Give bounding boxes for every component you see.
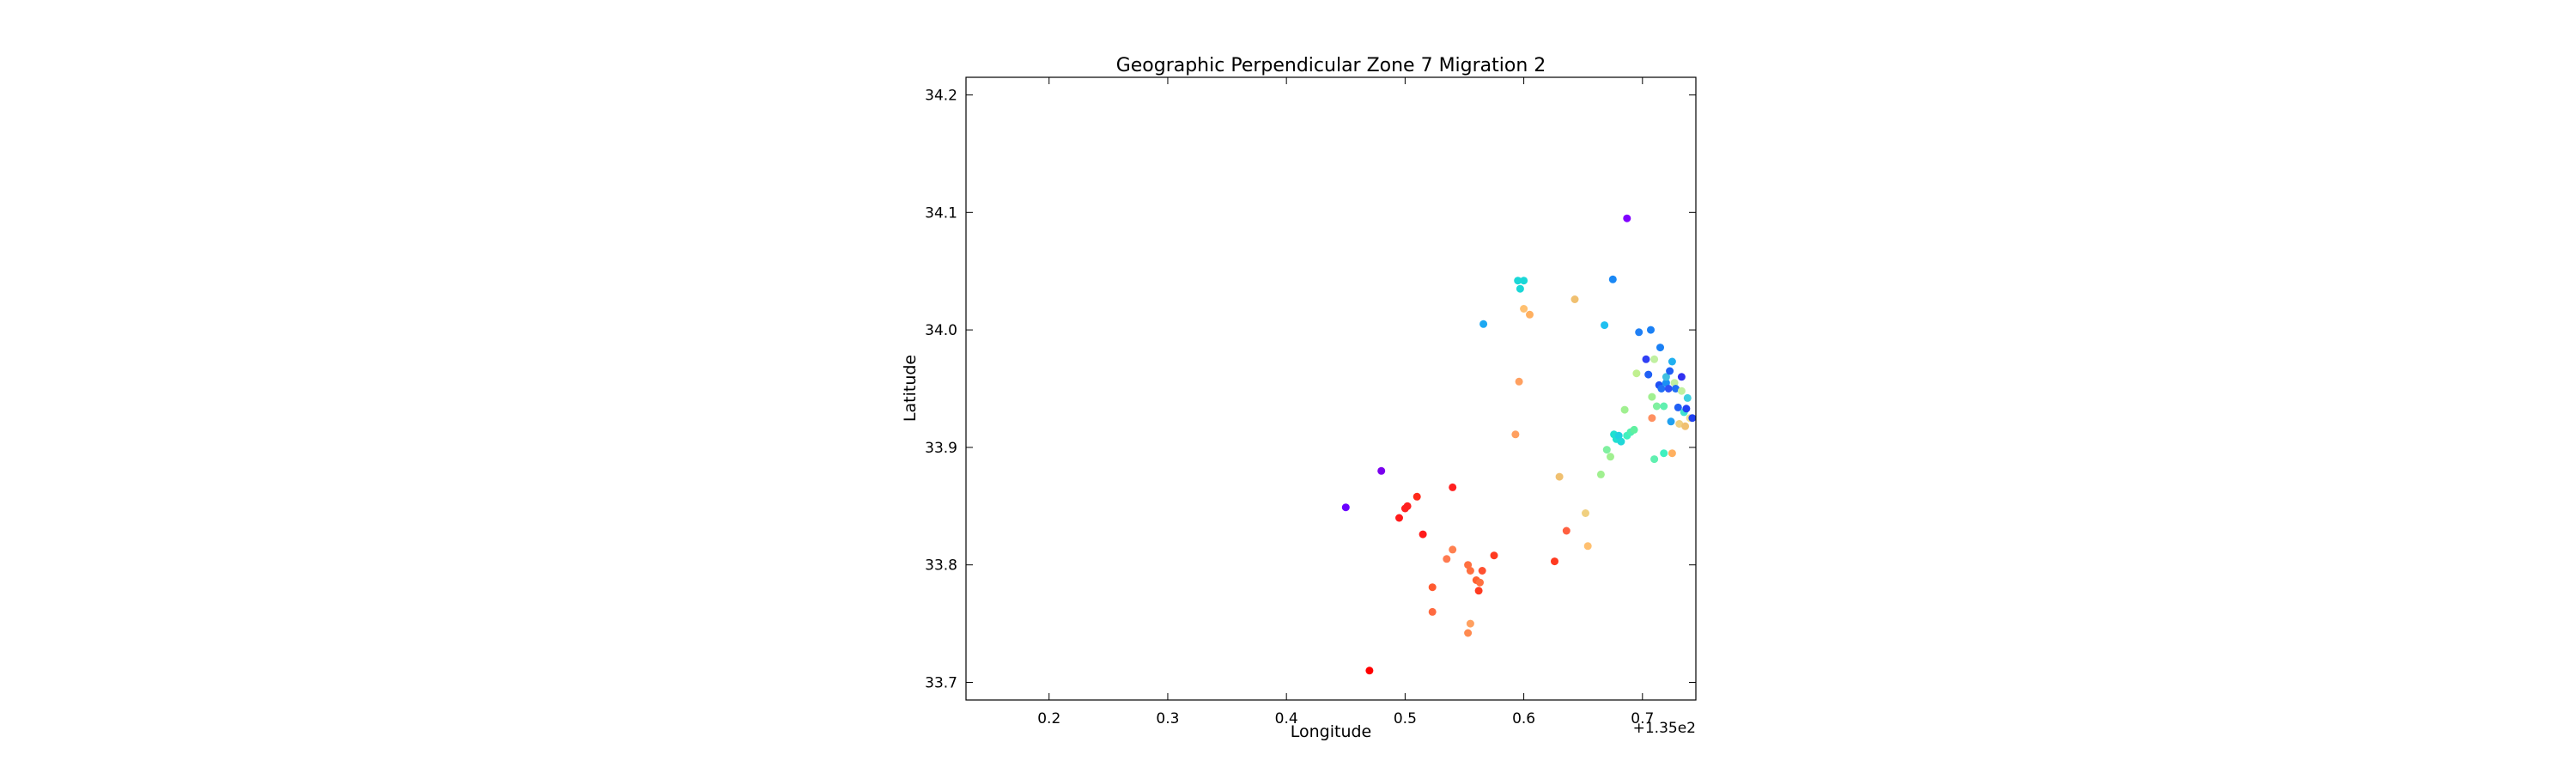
- data-point: [1662, 373, 1670, 381]
- data-point: [1644, 370, 1653, 379]
- data-points: [1341, 214, 1697, 675]
- data-point: [1662, 379, 1670, 387]
- data-point: [1596, 470, 1605, 478]
- x-axis-label: Longitude: [1291, 722, 1372, 741]
- data-point: [1630, 425, 1638, 434]
- data-point: [1466, 619, 1474, 628]
- y-tick-label: 33.9: [925, 440, 957, 457]
- x-axis-offset-label: +1.35e2: [1633, 720, 1696, 737]
- data-point: [1516, 284, 1524, 293]
- data-point: [1674, 403, 1682, 411]
- data-point: [1562, 526, 1571, 535]
- data-point: [1601, 321, 1609, 330]
- data-point: [1623, 214, 1631, 222]
- data-point: [1478, 567, 1486, 575]
- data-point: [1514, 277, 1522, 285]
- y-tick-label: 33.8: [925, 557, 957, 575]
- x-tick-label: 0.5: [1394, 710, 1417, 727]
- x-tick-label: 0.7: [1631, 710, 1654, 727]
- data-point: [1607, 453, 1614, 461]
- data-point: [1666, 367, 1674, 375]
- data-point: [1476, 578, 1484, 587]
- data-point: [1474, 587, 1483, 595]
- data-point: [1520, 277, 1528, 285]
- data-point: [1479, 320, 1488, 328]
- data-point: [1490, 551, 1498, 560]
- data-point: [1677, 386, 1686, 395]
- data-point: [1419, 530, 1427, 539]
- data-point: [1583, 542, 1592, 551]
- data-point: [1650, 355, 1659, 363]
- data-point: [1464, 629, 1473, 637]
- data-point: [1660, 402, 1668, 411]
- data-point: [1683, 393, 1692, 402]
- data-point: [1675, 420, 1684, 428]
- data-point: [1466, 567, 1474, 575]
- data-point: [1617, 437, 1625, 446]
- data-point: [1515, 377, 1523, 386]
- data-point: [1668, 357, 1676, 366]
- data-point: [1677, 373, 1686, 381]
- data-point: [1664, 385, 1673, 393]
- data-point: [1672, 385, 1680, 393]
- data-point: [1428, 583, 1437, 592]
- data-point: [1365, 666, 1374, 675]
- data-point: [1652, 402, 1661, 411]
- data-point: [1449, 545, 1457, 554]
- data-point: [1582, 509, 1589, 517]
- data-point: [1377, 466, 1386, 475]
- data-point: [1667, 417, 1675, 426]
- y-tick-label: 34.0: [925, 322, 957, 339]
- data-point: [1670, 379, 1679, 387]
- data-point: [1635, 328, 1643, 337]
- data-point: [1443, 555, 1451, 563]
- data-point: [1614, 431, 1623, 440]
- x-tick-label: 0.6: [1512, 710, 1535, 727]
- plot-background: [966, 77, 1696, 700]
- data-point: [1682, 405, 1691, 413]
- data-point: [1681, 422, 1690, 430]
- data-point: [1642, 355, 1650, 363]
- data-point: [1620, 405, 1629, 414]
- data-point: [1395, 514, 1403, 522]
- data-point: [1526, 310, 1534, 319]
- data-point: [1650, 455, 1659, 464]
- data-point: [1648, 414, 1656, 423]
- data-point: [1648, 393, 1656, 401]
- y-axis-ticks: 33.7 33.8 33.9 34.0 34.1 34.2: [925, 88, 1696, 691]
- data-point: [1657, 385, 1666, 393]
- data-point: [1632, 369, 1641, 378]
- data-point: [1511, 430, 1520, 439]
- chart-title: Geographic Perpendicular Zone 7 Migratio…: [1116, 55, 1546, 76]
- data-point: [1464, 561, 1473, 569]
- data-point: [1551, 557, 1558, 566]
- plot-frame: [965, 76, 1697, 701]
- y-tick-label: 33.7: [925, 674, 957, 691]
- data-point: [1660, 449, 1668, 458]
- data-point: [1688, 414, 1697, 423]
- x-tick-label: 0.3: [1156, 710, 1179, 727]
- y-axis-label: Latitude: [901, 355, 920, 422]
- x-axis-ticks: 0.2 0.3 0.4 0.5 0.6 0.7: [1037, 77, 1654, 727]
- data-point: [1520, 305, 1528, 313]
- data-point: [1647, 326, 1655, 334]
- data-point: [1403, 502, 1412, 510]
- data-point: [1341, 503, 1350, 512]
- x-tick-label: 0.2: [1037, 710, 1060, 727]
- x-tick-label: 0.4: [1275, 710, 1298, 727]
- data-point: [1413, 492, 1421, 501]
- y-tick-label: 34.2: [925, 88, 957, 105]
- data-point: [1428, 607, 1437, 616]
- data-point: [1449, 483, 1457, 491]
- data-point: [1571, 295, 1579, 303]
- data-point: [1608, 275, 1617, 283]
- data-point: [1668, 449, 1676, 458]
- data-point: [1555, 472, 1564, 481]
- data-point: [1602, 446, 1611, 454]
- data-point: [1656, 344, 1664, 352]
- y-tick-label: 34.1: [925, 204, 957, 222]
